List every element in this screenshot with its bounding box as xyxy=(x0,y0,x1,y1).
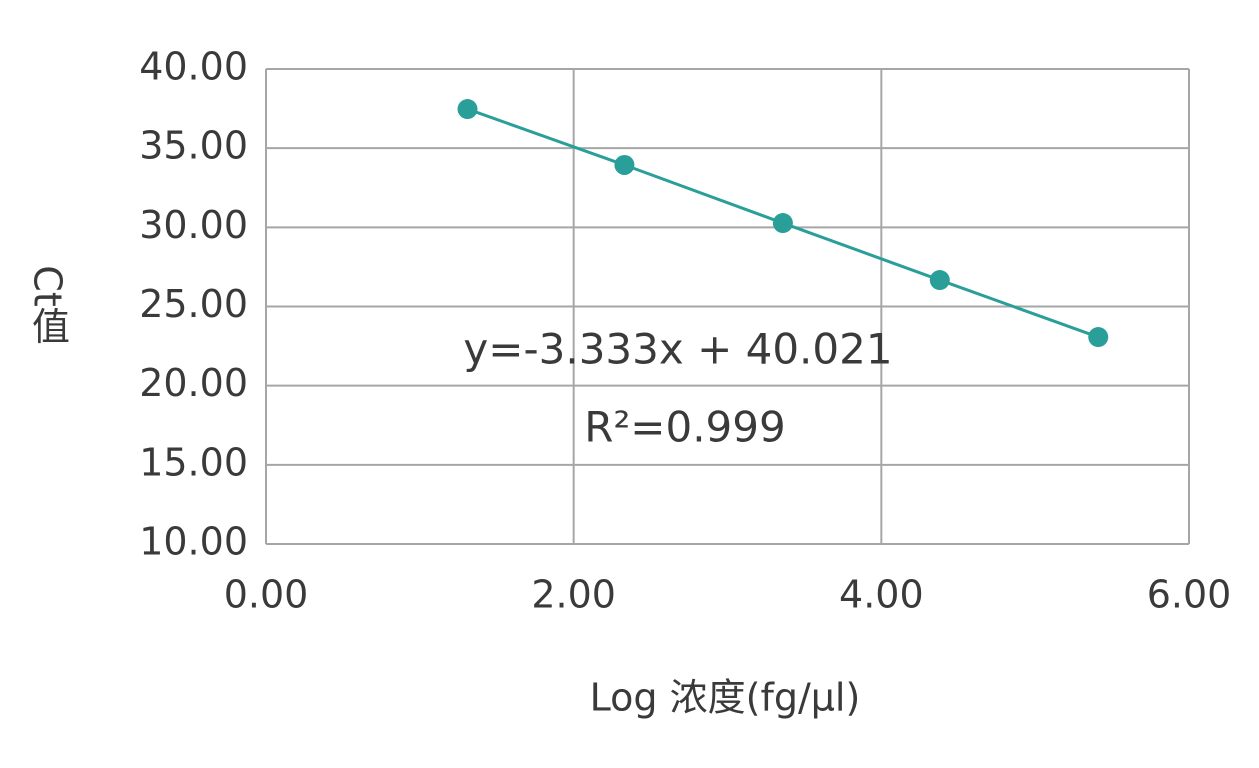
y-tick-label: 10.00 xyxy=(139,520,248,564)
marker xyxy=(772,213,793,234)
y-axis-label: Ct值 xyxy=(26,265,70,345)
y-tick-label: 35.00 xyxy=(139,124,248,168)
x-axis-label: Log 浓度(fg/μl) xyxy=(590,676,861,720)
x-tick-label: 0.00 xyxy=(224,573,309,617)
x-tick-label: 6.00 xyxy=(1147,573,1232,617)
annotation: y=-3.333x + 40.021 xyxy=(463,325,892,374)
marker xyxy=(1088,327,1109,348)
x-tick-label: 4.00 xyxy=(839,573,924,617)
marker xyxy=(929,270,950,291)
marker xyxy=(614,154,635,175)
y-tick-label: 40.00 xyxy=(139,45,248,89)
marker xyxy=(457,99,478,120)
annotation: R²=0.999 xyxy=(584,403,785,452)
y-tick-label: 15.00 xyxy=(139,440,248,484)
y-tick-label: 30.00 xyxy=(139,203,248,247)
x-tick-label: 2.00 xyxy=(531,573,616,617)
y-tick-label: 20.00 xyxy=(139,361,248,405)
y-tick-label: 25.00 xyxy=(139,282,248,326)
